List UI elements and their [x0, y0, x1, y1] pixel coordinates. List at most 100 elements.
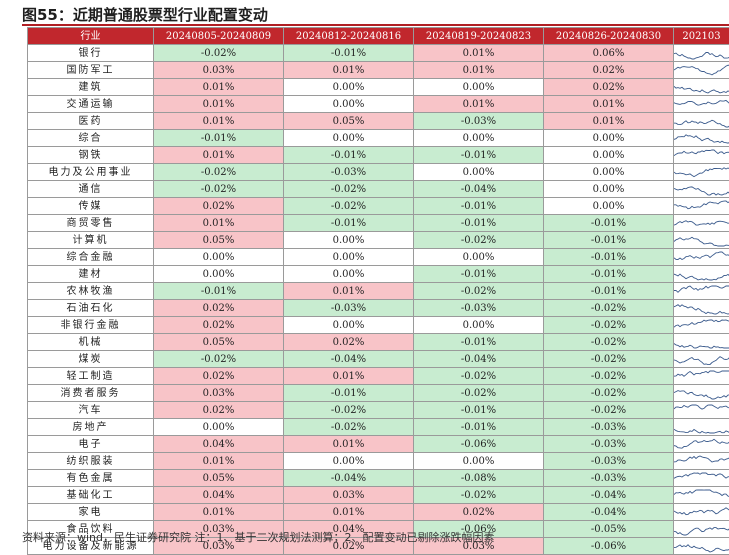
industry-cell: 煤炭: [28, 351, 154, 368]
trend-sparkline-cell: [674, 470, 729, 487]
sparkline: [674, 369, 729, 384]
change-cell: -0.01%: [284, 45, 414, 62]
trend-sparkline-cell: [674, 215, 729, 232]
sparkline: [674, 80, 729, 95]
trend-sparkline-cell: [674, 79, 729, 96]
change-cell: 0.02%: [154, 198, 284, 215]
change-cell: -0.03%: [544, 419, 674, 436]
change-cell: 0.00%: [544, 147, 674, 164]
trend-sparkline-cell: [674, 283, 729, 300]
sparkline: [674, 386, 729, 401]
industry-cell: 家电: [28, 504, 154, 521]
change-cell: -0.06%: [414, 436, 544, 453]
table-row: 银行-0.02%-0.01%0.01%0.06%: [28, 45, 729, 62]
sparkline-path: [674, 507, 729, 514]
trend-sparkline-cell: [674, 317, 729, 334]
sparkline: [674, 131, 729, 146]
trend-sparkline-cell: [674, 181, 729, 198]
change-cell: -0.02%: [544, 385, 674, 402]
trend-sparkline-cell: [674, 436, 729, 453]
trend-sparkline-cell: [674, 232, 729, 249]
industry-cell: 房地产: [28, 419, 154, 436]
change-cell: -0.01%: [284, 385, 414, 402]
change-cell: 0.00%: [154, 249, 284, 266]
figure-title: 图55：近期普通股票型行业配置变动: [22, 4, 268, 25]
sparkline: [674, 335, 729, 350]
trend-sparkline-cell: [674, 45, 729, 62]
trend-sparkline-cell: [674, 147, 729, 164]
change-cell: 0.02%: [284, 334, 414, 351]
trend-sparkline-cell: [674, 96, 729, 113]
change-cell: 0.00%: [414, 453, 544, 470]
sparkline-path: [674, 86, 729, 93]
sparkline-path: [674, 65, 729, 75]
industry-cell: 基础化工: [28, 487, 154, 504]
change-cell: -0.01%: [154, 130, 284, 147]
sparkline-path: [674, 490, 729, 497]
change-cell: 0.01%: [414, 62, 544, 79]
change-cell: 0.01%: [154, 453, 284, 470]
sparkline-path: [674, 201, 729, 209]
change-cell: 0.00%: [284, 79, 414, 96]
change-cell: -0.03%: [414, 300, 544, 317]
change-cell: -0.01%: [544, 266, 674, 283]
change-cell: 0.00%: [284, 453, 414, 470]
header-row: 行业 20240805-20240809 20240812-20240816 2…: [28, 28, 729, 45]
change-cell: -0.03%: [284, 164, 414, 181]
change-cell: -0.01%: [414, 419, 544, 436]
trend-sparkline-cell: [674, 113, 729, 130]
change-cell: 0.01%: [284, 283, 414, 300]
change-cell: 0.00%: [414, 130, 544, 147]
change-cell: -0.01%: [544, 249, 674, 266]
industry-cell: 农林牧渔: [28, 283, 154, 300]
sparkline-path: [674, 150, 729, 156]
table-row: 煤炭-0.02%-0.04%-0.04%-0.02%: [28, 351, 729, 368]
change-cell: -0.02%: [154, 45, 284, 62]
change-cell: -0.02%: [414, 385, 544, 402]
change-cell: -0.04%: [544, 504, 674, 521]
change-cell: -0.02%: [544, 300, 674, 317]
trend-sparkline-cell: [674, 487, 729, 504]
change-cell: 0.05%: [154, 334, 284, 351]
change-cell: 0.01%: [414, 45, 544, 62]
change-cell: 0.01%: [284, 504, 414, 521]
change-cell: 0.01%: [154, 215, 284, 232]
industry-cell: 电子: [28, 436, 154, 453]
change-cell: -0.02%: [154, 351, 284, 368]
industry-cell: 计算机: [28, 232, 154, 249]
change-cell: -0.01%: [414, 147, 544, 164]
col-header-week-3: 20240819-20240823: [414, 28, 544, 45]
sparkline: [674, 318, 729, 333]
change-cell: -0.02%: [154, 181, 284, 198]
change-cell: -0.05%: [544, 521, 674, 538]
change-cell: 0.05%: [154, 232, 284, 249]
change-cell: -0.01%: [414, 266, 544, 283]
change-cell: 0.02%: [154, 300, 284, 317]
change-cell: -0.01%: [544, 283, 674, 300]
industry-cell: 医药: [28, 113, 154, 130]
trend-sparkline-cell: [674, 419, 729, 436]
change-cell: -0.02%: [284, 402, 414, 419]
change-cell: 0.03%: [284, 487, 414, 504]
change-cell: 0.05%: [284, 113, 414, 130]
trend-sparkline-cell: [674, 62, 729, 79]
change-cell: 0.00%: [284, 130, 414, 147]
change-cell: 0.00%: [544, 164, 674, 181]
change-cell: 0.04%: [154, 436, 284, 453]
trend-sparkline-cell: [674, 130, 729, 147]
change-cell: 0.04%: [154, 487, 284, 504]
change-cell: -0.02%: [544, 351, 674, 368]
sparkline: [674, 420, 729, 435]
